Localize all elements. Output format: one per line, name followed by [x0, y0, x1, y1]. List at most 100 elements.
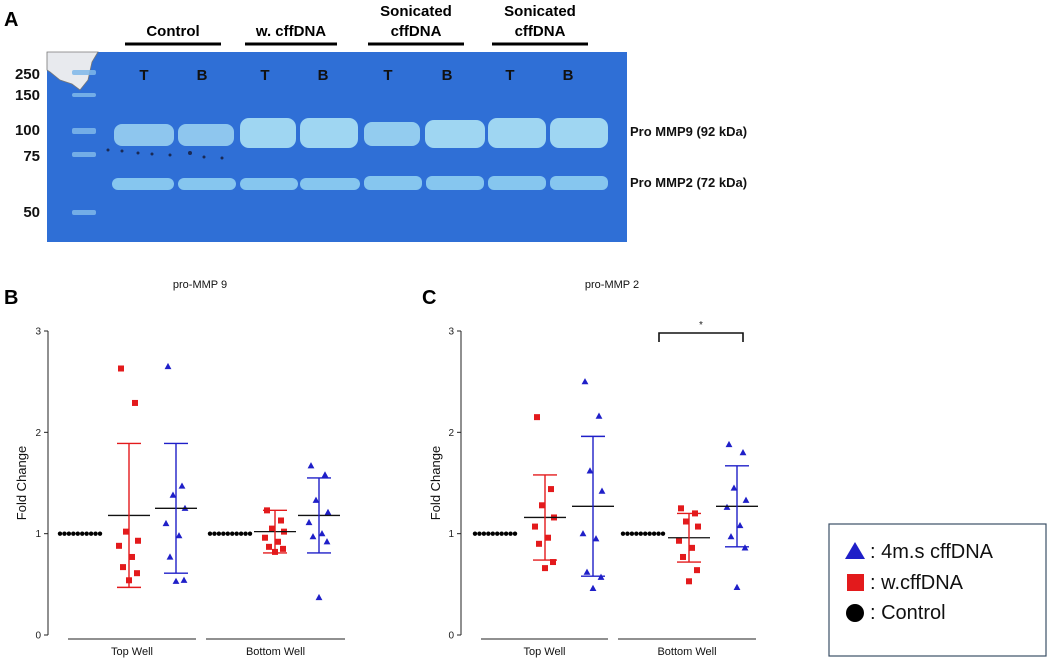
data-point: [238, 531, 244, 536]
y-tick-label: 3: [35, 327, 41, 338]
data-point: [166, 553, 174, 560]
data-point: [172, 577, 180, 584]
data-point: [132, 399, 138, 406]
gel-image: [46, 51, 627, 242]
data-point: [212, 531, 217, 536]
data-point: [503, 531, 509, 536]
data-point: [230, 531, 235, 536]
legend-box: [828, 523, 1047, 657]
group-label: Top Well: [111, 646, 153, 658]
data-point: [595, 412, 603, 419]
data-point: [539, 502, 545, 509]
data-point: [490, 531, 495, 536]
gel-lane-label-8: B: [563, 67, 574, 84]
data-point: [647, 531, 652, 536]
ladder-bands: [72, 70, 96, 215]
data-point: [278, 517, 284, 524]
y-tick-label: 2: [35, 428, 41, 439]
legend-circle-marker: [846, 604, 864, 622]
data-point: [477, 531, 482, 536]
data-point: [275, 538, 281, 545]
data-point: [542, 565, 548, 572]
mmp2-bands: [112, 176, 608, 190]
gel-lane-label-2: B: [197, 67, 208, 84]
significance-label: *: [699, 320, 703, 331]
y-tick-label: 2: [448, 428, 454, 439]
data-point: [742, 496, 750, 503]
data-point: [634, 531, 639, 536]
data-point: [651, 531, 657, 536]
data-point: [164, 362, 172, 370]
data-point: [180, 576, 188, 583]
data-point: [84, 531, 89, 536]
gel-lane-label-6: B: [442, 67, 453, 84]
data-point: [118, 365, 124, 372]
gel-lane-label-3: T: [260, 67, 269, 84]
data-point: [225, 531, 230, 536]
gel-header-3-line-1: Sonicated: [380, 3, 452, 20]
data-point: [134, 570, 140, 577]
chart-title: pro-MMP 2: [585, 279, 639, 291]
gel-header-2-line-1: w. cffDNA: [255, 23, 326, 40]
panel-c-label: C: [422, 287, 436, 309]
data-point: [592, 535, 600, 542]
data-point: [307, 462, 315, 469]
data-point: [486, 531, 491, 536]
mmp9-bands: [114, 118, 608, 148]
data-point: [536, 540, 542, 547]
data-point: [175, 532, 183, 539]
data-point: [216, 531, 222, 536]
legend-label-sonicated: : 4m.s cffDNA: [870, 541, 994, 563]
data-point: [305, 518, 313, 526]
data-point: [169, 491, 177, 498]
legend: : 4m.s cffDNA : w.cffDNA : Control: [828, 523, 1047, 657]
group-label: Top Well: [524, 646, 566, 658]
mw-marker-75: 75: [23, 148, 40, 165]
data-point: [312, 496, 320, 503]
y-tick-label: 1: [35, 529, 41, 540]
data-point: [120, 564, 126, 571]
data-point: [683, 518, 689, 525]
data-point: [315, 593, 323, 601]
legend-triangle-marker: [845, 542, 865, 559]
data-point: [656, 531, 661, 536]
data-point: [512, 531, 518, 536]
data-point: [71, 531, 76, 536]
data-point: [247, 531, 253, 536]
gel-lane-label-1: T: [139, 67, 148, 84]
data-point: [280, 545, 286, 552]
data-point: [318, 530, 326, 537]
data-point: [727, 533, 735, 540]
gel-lane-label-7: T: [505, 67, 514, 84]
y-tick-label: 0: [448, 631, 454, 642]
panel-b-label: B: [4, 287, 18, 309]
data-point: [309, 533, 317, 540]
gel-spots: [106, 148, 224, 160]
data-point: [266, 543, 272, 550]
chart-title: pro-MMP 9: [173, 279, 227, 291]
data-point: [321, 471, 329, 478]
chart-pro-mmp9: pro-MMP 9 0 1 2 3 Fold Change Top Well Bottom W…: [14, 279, 345, 658]
group-label: Bottom Well: [246, 646, 305, 658]
data-point: [62, 531, 67, 536]
mw-marker-150: 150: [15, 87, 40, 104]
data-point: [481, 531, 487, 536]
mw-marker-100: 100: [15, 122, 40, 139]
data-point: [678, 505, 684, 512]
y-tick-label: 0: [35, 631, 41, 642]
data-point: [694, 567, 700, 574]
band-label-mmp2: Pro MMP2 (72 kDa): [630, 175, 747, 190]
band-label-mmp9: Pro MMP9 (92 kDa): [630, 124, 747, 139]
chart-pro-mmp2: pro-MMP 2 0 1 2 3 Fold Change Top Well Bottom W…: [428, 279, 758, 658]
gel-lane-label-5: T: [383, 67, 392, 84]
data-point: [583, 568, 591, 575]
y-axis-label: Fold Change: [428, 446, 443, 520]
data-point: [680, 553, 686, 560]
mw-marker-50: 50: [23, 204, 40, 221]
data-point: [116, 542, 122, 549]
data-point: [323, 538, 331, 545]
data-point: [730, 484, 738, 491]
gel-header-1-line-1: Control: [146, 23, 199, 40]
data-point: [586, 467, 594, 474]
